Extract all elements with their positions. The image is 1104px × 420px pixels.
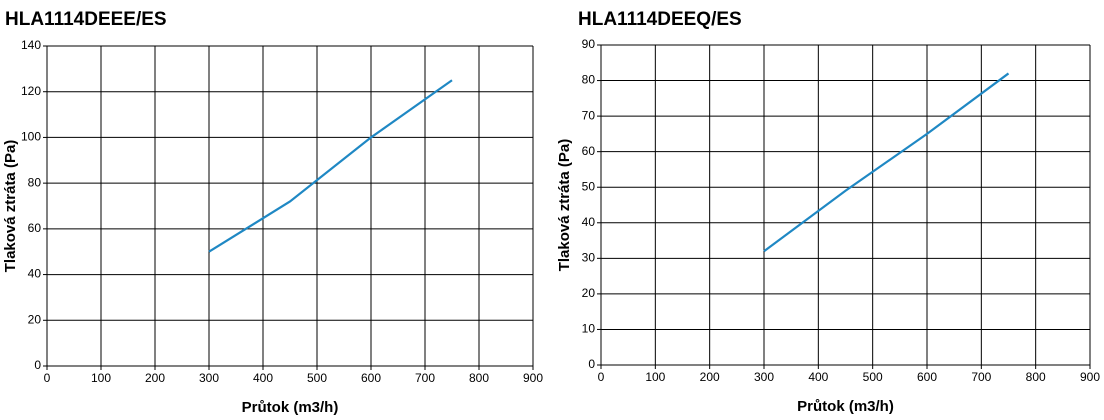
x-axis-label: Průtok (m3/h): [242, 399, 339, 416]
y-tick-label: 20: [582, 286, 596, 300]
x-tick-label: 200: [700, 370, 720, 384]
y-tick-label: 60: [28, 221, 42, 235]
x-tick-label: 700: [971, 370, 991, 384]
x-tick-label: 700: [415, 371, 435, 385]
y-tick-label: 30: [582, 251, 596, 265]
x-tick-label: 500: [863, 370, 883, 384]
y-tick-label: 70: [582, 108, 596, 122]
x-tick-label: 200: [145, 371, 165, 385]
y-tick-label: 140: [21, 38, 41, 52]
chart-title: HLA1114DEEE/ES: [5, 9, 167, 30]
x-tick-label: 100: [645, 370, 665, 384]
x-tick-label: 400: [808, 370, 828, 384]
y-tick-label: 20: [28, 312, 42, 326]
y-tick-label: 10: [582, 322, 596, 336]
y-tick-label: 120: [21, 84, 41, 98]
chart-title: HLA1114DEEQ/ES: [578, 9, 742, 30]
x-tick-label: 600: [917, 370, 937, 384]
x-tick-label: 500: [307, 371, 327, 385]
y-tick-label: 80: [28, 175, 42, 189]
y-tick-label: 40: [582, 215, 596, 229]
x-tick-label: 900: [523, 371, 543, 385]
y-tick-label: 0: [34, 358, 41, 372]
x-tick-label: 0: [598, 370, 605, 384]
x-tick-label: 0: [44, 371, 51, 385]
data-line: [208, 79, 453, 253]
x-tick-label: 400: [253, 371, 273, 385]
x-tick-label: 600: [361, 371, 381, 385]
y-tick-label: 60: [582, 144, 596, 158]
y-tick-label: 40: [28, 267, 42, 281]
x-tick-label: 100: [91, 371, 111, 385]
y-tick-label: 80: [582, 73, 596, 87]
y-tick-label: 100: [21, 130, 41, 144]
x-tick-label: 800: [1026, 370, 1046, 384]
x-tick-label: 900: [1080, 370, 1100, 384]
x-tick-label: 800: [469, 371, 489, 385]
y-axis-label: Tlaková ztráta (Pa): [556, 139, 573, 272]
y-tick-label: 50: [582, 179, 596, 193]
x-axis-label: Průtok (m3/h): [797, 398, 894, 415]
y-tick-label: 0: [588, 357, 595, 371]
y-axis-label: Tlaková ztráta (Pa): [2, 140, 19, 273]
x-tick-label: 300: [199, 371, 219, 385]
x-tick-label: 300: [754, 370, 774, 384]
data-line: [763, 72, 1010, 253]
y-tick-label: 90: [582, 37, 596, 51]
